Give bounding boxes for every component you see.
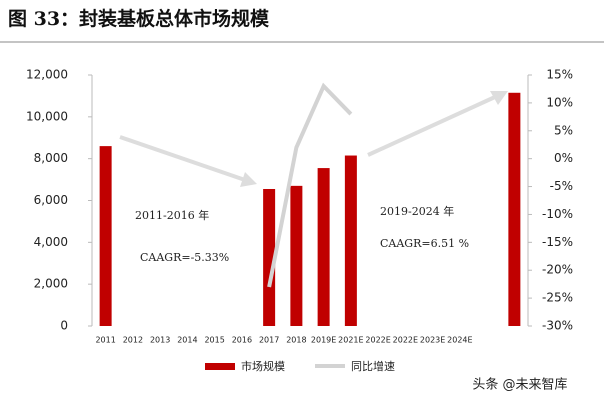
y2-tick-label: -10% (542, 207, 573, 221)
legend-label: 市场规模 (241, 359, 285, 373)
trend-arrows (119, 91, 508, 187)
x-tick-label: 2015 (204, 336, 224, 345)
y-tick-label: 4,000 (34, 235, 68, 249)
bar (99, 146, 112, 326)
y2-tick-label: 0% (554, 151, 573, 165)
chart-title: 图 33：封装基板总体市场规模 (8, 7, 270, 30)
x-tick-label: 2018 (286, 336, 306, 345)
y-tick-label: 8,000 (34, 151, 68, 165)
y2-tick-label: 15% (546, 68, 573, 82)
bar (263, 188, 276, 326)
x-tick-label: 2013 (150, 336, 170, 345)
bar (317, 168, 330, 326)
x-tick-label: 2022E (393, 336, 418, 345)
y-tick-label: 6,000 (34, 193, 68, 207)
y2-tick-label: 10% (546, 95, 573, 109)
y2-tick-label: -5% (550, 179, 573, 193)
y2-tick-label: -30% (542, 319, 573, 333)
x-tick-label: 2014 (177, 336, 197, 345)
line (267, 82, 353, 288)
x-tick-label: 2011 (95, 336, 115, 345)
y2-tick-label: 5% (554, 123, 573, 137)
y2-tick-label: -25% (542, 291, 573, 305)
y-tick-label: 0 (60, 319, 68, 333)
x-tick-label: 2012 (123, 336, 143, 345)
annotation: 2019-2024 年 (380, 204, 454, 218)
y-tick-label: 12,000 (26, 68, 68, 82)
annotation: CAAGR=6.51 % (380, 237, 469, 250)
x-tick-label: 2017 (259, 336, 279, 345)
bar (290, 185, 303, 326)
watermark: 头条 @未来智库 (472, 377, 567, 393)
x-tick-label: 2021E (338, 336, 363, 345)
bar (344, 155, 357, 326)
x-tick-label: 2019E (311, 336, 336, 345)
legend-label: 同比增速 (351, 359, 395, 373)
annotation: 2011-2016 年 (135, 208, 209, 222)
x-tick-label: 2022E (365, 336, 390, 345)
annotation: CAAGR=-5.33% (140, 251, 229, 264)
x-tick-label: 2016 (232, 336, 252, 345)
y2-tick-label: -15% (542, 235, 573, 249)
y-tick-label: 2,000 (34, 277, 68, 291)
x-tick-label: 2024E (447, 336, 472, 345)
bar (508, 92, 521, 326)
x-tick-label: 2023E (420, 336, 445, 345)
legend-swatch (205, 363, 235, 370)
y-tick-label: 10,000 (26, 109, 68, 123)
y2-tick-label: -20% (542, 263, 573, 277)
